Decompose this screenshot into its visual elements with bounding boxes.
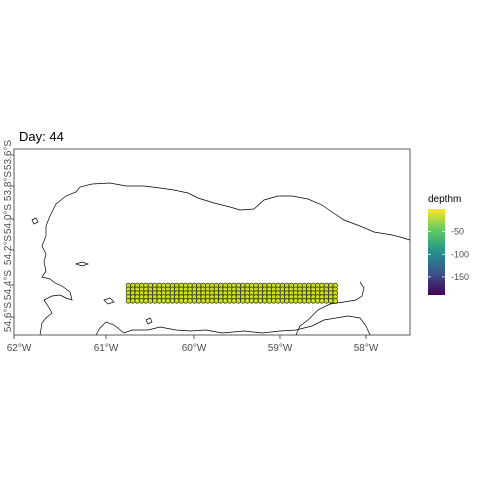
data-point <box>280 299 285 304</box>
data-point <box>161 299 166 304</box>
legend-title: depthm <box>428 194 461 205</box>
legend-label: -50 <box>451 227 464 237</box>
data-point <box>126 299 131 304</box>
data-point <box>131 299 136 304</box>
data-point <box>175 299 180 304</box>
data-point <box>293 299 298 304</box>
data-point <box>205 299 210 304</box>
data-point <box>214 299 219 304</box>
data-points <box>126 283 337 303</box>
data-point <box>188 299 193 304</box>
data-point <box>263 299 268 304</box>
x-tick-label: 59°W <box>268 343 293 354</box>
data-point <box>210 299 215 304</box>
data-point <box>236 299 241 304</box>
data-point <box>307 299 312 304</box>
map-panel <box>14 149 410 335</box>
data-point <box>153 299 158 304</box>
data-point <box>135 299 140 304</box>
data-point <box>227 299 232 304</box>
data-point <box>170 299 175 304</box>
data-point <box>197 299 202 304</box>
data-point <box>285 299 290 304</box>
x-tick-label: 58°W <box>354 343 379 354</box>
data-point <box>271 299 276 304</box>
y-tick-label: 54.6°S <box>3 302 14 332</box>
data-point <box>315 299 320 304</box>
x-tick-label: 60°W <box>182 343 207 354</box>
y-tick-label: 54.0°S <box>3 204 14 234</box>
data-point <box>166 299 171 304</box>
data-point <box>254 299 259 304</box>
data-point <box>302 299 307 304</box>
data-point <box>157 299 162 304</box>
legend-label: -100 <box>451 249 469 259</box>
data-point <box>201 299 206 304</box>
data-point <box>333 299 338 304</box>
data-point <box>298 299 303 304</box>
x-tick-label: 61°W <box>94 343 119 354</box>
data-point <box>139 299 144 304</box>
y-tick-label: 53.6°S <box>3 140 14 170</box>
data-point <box>192 299 197 304</box>
y-tick-label: 54.4°S <box>3 270 14 300</box>
x-tick-label: 62°W <box>7 343 32 354</box>
y-tick-label: 54.2°S <box>3 235 14 265</box>
data-point <box>267 299 272 304</box>
data-point <box>241 299 246 304</box>
data-point <box>219 299 224 304</box>
legend-label: -150 <box>451 272 469 282</box>
x-axis: 62°W 61°W 60°W 59°W 58°W <box>7 335 379 354</box>
data-point <box>179 299 184 304</box>
data-point <box>324 299 329 304</box>
data-point <box>148 299 153 304</box>
y-axis: 54.6°S 54.4°S 54.2°S 54.0°S 53.8°S 53.6°… <box>3 140 14 332</box>
data-point <box>249 299 254 304</box>
data-point <box>289 299 294 304</box>
y-tick-label: 53.8°S <box>3 171 14 201</box>
color-legend: depthm -50 -100 -150 <box>428 194 469 295</box>
data-point <box>311 299 316 304</box>
data-point <box>223 299 228 304</box>
data-point <box>232 299 237 304</box>
data-point <box>320 299 325 304</box>
plot-title: Day: 44 <box>19 129 64 144</box>
data-point <box>245 299 250 304</box>
data-point <box>329 299 334 304</box>
data-point <box>276 299 281 304</box>
data-point <box>183 299 188 304</box>
data-point <box>144 299 149 304</box>
data-point <box>258 299 263 304</box>
legend-colorbar <box>428 209 445 295</box>
